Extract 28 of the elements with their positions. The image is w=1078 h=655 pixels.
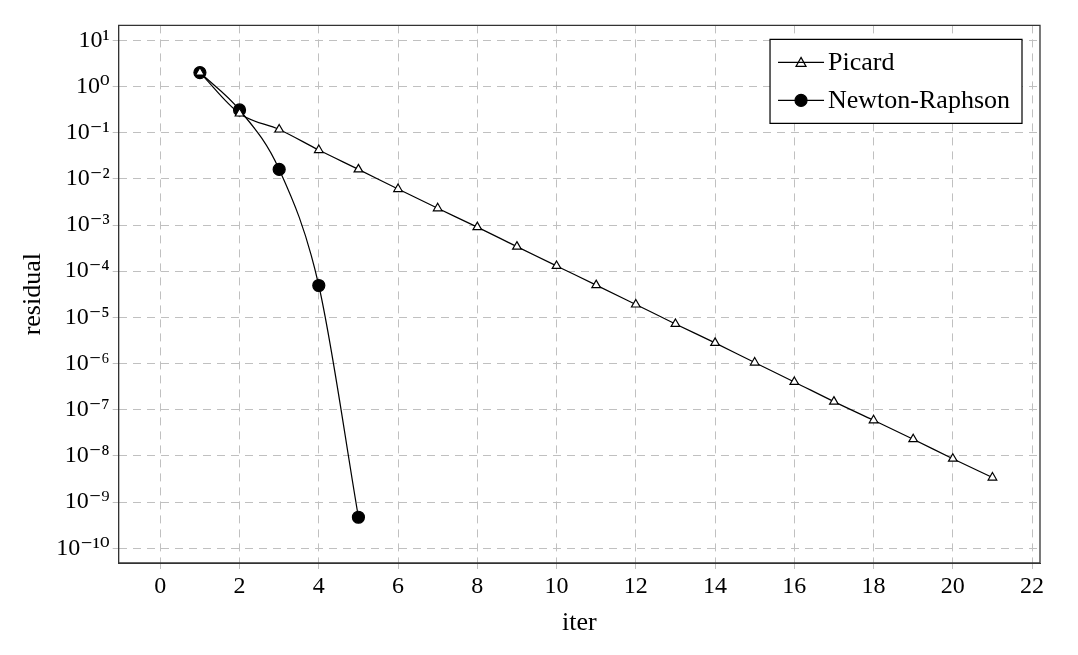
y-tick-label: 10⁻⁵	[64, 302, 110, 329]
y-tick-label: 10⁻⁸	[64, 441, 110, 468]
x-tick-label: 6	[392, 571, 405, 598]
y-tick-label: 10⁻²	[65, 164, 110, 191]
x-tick-label: 16	[782, 571, 807, 598]
x-tick-label: 10	[544, 571, 569, 598]
y-tick-label: 10⁻⁴	[64, 256, 110, 283]
y-tick-label: 10⁰	[76, 71, 110, 98]
legend-label: Newton-Raphson	[828, 85, 1011, 115]
y-tick-label: 10⁻³	[65, 210, 110, 237]
y-tick-label: 10⁻¹⁰	[56, 533, 110, 560]
x-tick-label: 12	[623, 571, 648, 598]
x-tick-label: 18	[861, 571, 886, 598]
y-axis-title: residual	[17, 253, 47, 336]
x-tick-label: 0	[154, 571, 167, 598]
y-tick-label: 10¹	[78, 25, 110, 52]
y-tick-label: 10⁻¹	[65, 117, 110, 144]
x-tick-label: 22	[1020, 571, 1045, 598]
x-tick-label: 4	[312, 571, 325, 598]
x-tick-label: 8	[471, 571, 484, 598]
legend-label: Picard	[828, 47, 895, 77]
y-tick-label: 10⁻⁹	[64, 487, 110, 514]
x-axis-title: iter	[562, 607, 597, 637]
x-tick-label: 2	[233, 571, 246, 598]
x-tick-label: 14	[703, 571, 728, 598]
y-tick-label: 10⁻⁷	[64, 395, 110, 422]
x-tick-label: 20	[940, 571, 965, 598]
y-tick-label: 10⁻⁶	[64, 348, 110, 375]
